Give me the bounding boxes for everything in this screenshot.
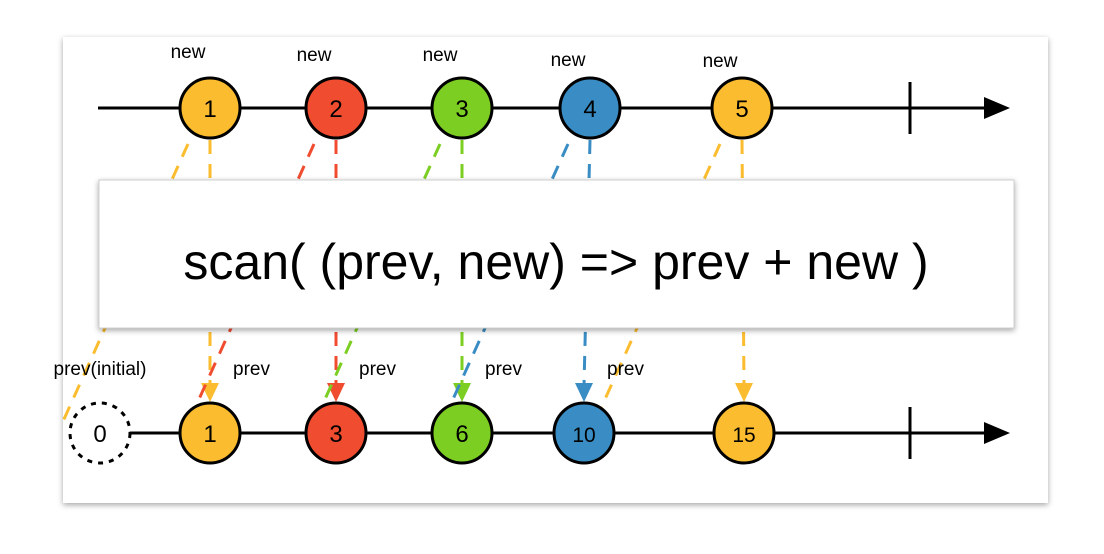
prev-label: prev — [607, 359, 644, 380]
new-label: new — [297, 45, 332, 66]
input-marble-value: 3 — [455, 96, 468, 123]
input-marble — [304, 76, 368, 140]
output-marble-value: 3 — [329, 421, 342, 448]
new-label: new — [171, 42, 206, 63]
output-marble-value: 15 — [732, 424, 755, 447]
initial-prev-label: prev(initial) — [54, 359, 147, 380]
output-marbles: 1 prev 3 prev 6 prev 10 prev 15 — [178, 359, 776, 465]
output-marble-value: 1 — [203, 421, 216, 448]
input-marble-value: 5 — [735, 96, 748, 123]
output-marble-value: 6 — [455, 421, 468, 448]
input-marbles: 1 new 2 new 3 new 4 new 5 new — [171, 42, 774, 140]
operator-box — [98, 179, 1015, 329]
input-marble-value: 1 — [203, 96, 216, 123]
output-marble — [304, 401, 368, 465]
prev-label: prev — [233, 359, 270, 380]
input-marble — [430, 76, 494, 140]
input-marble — [710, 76, 774, 140]
input-marble-value: 4 — [583, 96, 596, 123]
operator-text: scan( (prev, new) => prev + new ) — [183, 234, 928, 290]
new-value-arrowhead — [735, 383, 753, 402]
output-marble — [178, 401, 242, 465]
prev-label: prev — [485, 359, 522, 380]
output-timeline-arrowhead — [984, 422, 1010, 444]
new-label: new — [551, 50, 586, 71]
new-label: new — [703, 51, 738, 72]
input-marble — [178, 76, 242, 140]
new-label: new — [423, 45, 458, 66]
output-marble-value: 10 — [572, 424, 595, 447]
new-value-arrowhead — [575, 383, 593, 402]
initial-marble-value: 0 — [93, 421, 106, 448]
input-marble-value: 2 — [329, 96, 342, 123]
output-marble — [712, 401, 776, 465]
input-marble — [558, 76, 622, 140]
prev-label: prev — [359, 359, 396, 380]
output-marble — [552, 401, 616, 465]
output-marble — [430, 401, 494, 465]
input-timeline-arrowhead — [984, 97, 1010, 119]
initial-marble — [68, 401, 132, 465]
